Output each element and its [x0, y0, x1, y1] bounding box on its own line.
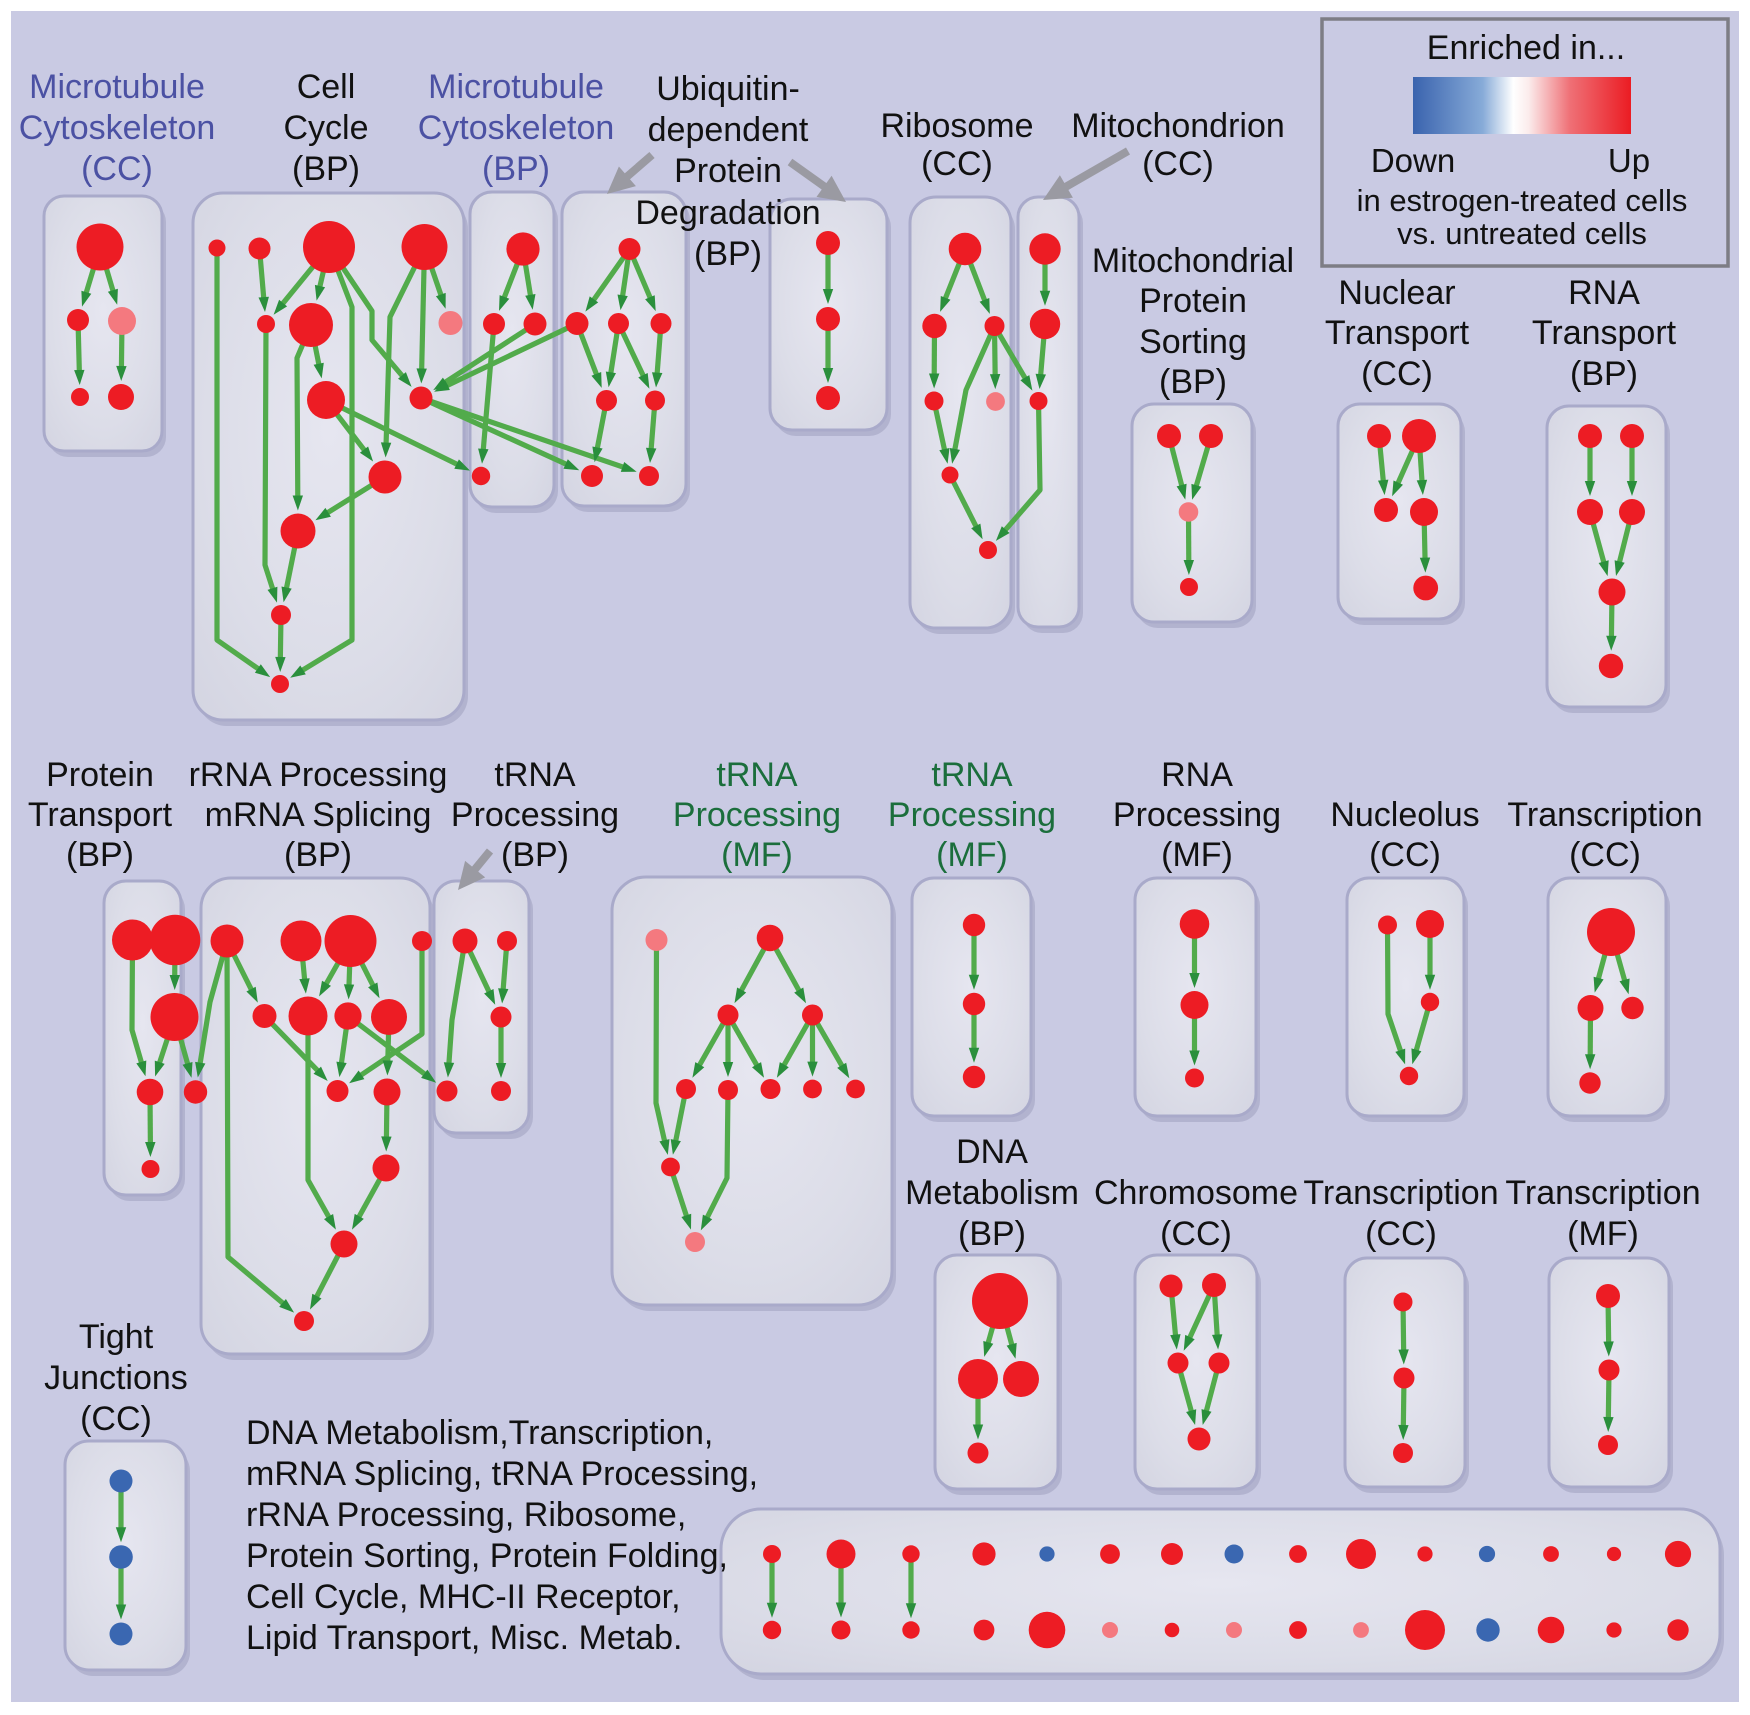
svg-text:dependent: dependent: [648, 111, 809, 149]
svg-text:Microtubule: Microtubule: [428, 68, 604, 106]
svg-text:mRNA Splicing: mRNA Splicing: [205, 796, 432, 834]
svg-text:RNA: RNA: [1568, 274, 1640, 312]
svg-text:Processing: Processing: [451, 796, 619, 834]
svg-text:(CC): (CC): [1361, 355, 1433, 393]
svg-text:Cell: Cell: [297, 68, 356, 106]
svg-text:Mitochondrial: Mitochondrial: [1092, 242, 1294, 280]
svg-text:Protein: Protein: [46, 756, 154, 794]
svg-text:Processing: Processing: [673, 796, 841, 834]
svg-text:DNA Metabolism,Transcription,: DNA Metabolism,Transcription,: [246, 1414, 713, 1452]
svg-text:Lipid Transport, Misc. Metab.: Lipid Transport, Misc. Metab.: [246, 1619, 683, 1657]
svg-text:Degradation: Degradation: [635, 194, 820, 232]
svg-text:Protein: Protein: [1139, 282, 1247, 320]
svg-text:Transcription: Transcription: [1505, 1174, 1700, 1212]
svg-text:rRNA Processing: rRNA Processing: [189, 756, 448, 794]
svg-text:(CC): (CC): [1369, 836, 1441, 874]
svg-text:(MF): (MF): [721, 836, 793, 874]
svg-text:Cytoskeleton: Cytoskeleton: [19, 109, 216, 147]
svg-text:Transport: Transport: [28, 796, 173, 834]
svg-text:vs. untreated cells: vs. untreated cells: [1397, 216, 1647, 251]
svg-text:Cytoskeleton: Cytoskeleton: [418, 109, 615, 147]
svg-text:(BP): (BP): [501, 836, 569, 874]
svg-text:Junctions: Junctions: [44, 1359, 188, 1397]
svg-text:Cell Cycle, MHC-II Receptor,: Cell Cycle, MHC-II Receptor,: [246, 1578, 681, 1616]
svg-text:(BP): (BP): [66, 836, 134, 874]
svg-text:(BP): (BP): [1570, 355, 1638, 393]
svg-text:Mitochondrion: Mitochondrion: [1071, 107, 1285, 145]
svg-text:Transcription: Transcription: [1303, 1174, 1498, 1212]
svg-text:Processing: Processing: [1113, 796, 1281, 834]
svg-text:Up: Up: [1608, 142, 1650, 179]
svg-text:Transport: Transport: [1325, 314, 1470, 352]
svg-text:(CC): (CC): [1365, 1215, 1437, 1253]
svg-text:tRNA: tRNA: [494, 756, 576, 794]
svg-text:Down: Down: [1371, 142, 1455, 179]
svg-text:(MF): (MF): [1567, 1215, 1639, 1253]
svg-text:(BP): (BP): [284, 836, 352, 874]
svg-text:(CC): (CC): [1569, 836, 1641, 874]
svg-text:Protein Sorting, Protein Foldi: Protein Sorting, Protein Folding,: [246, 1537, 728, 1575]
svg-text:Protein: Protein: [674, 152, 782, 190]
svg-text:Processing: Processing: [888, 796, 1056, 834]
svg-text:Ubiquitin-: Ubiquitin-: [656, 70, 800, 108]
svg-text:rRNA Processing, Ribosome,: rRNA Processing, Ribosome,: [246, 1496, 686, 1534]
svg-text:(CC): (CC): [921, 145, 993, 183]
svg-text:Microtubule: Microtubule: [29, 68, 205, 106]
svg-text:(MF): (MF): [936, 836, 1008, 874]
svg-text:Transcription: Transcription: [1507, 796, 1702, 834]
svg-text:(CC): (CC): [1160, 1215, 1232, 1253]
svg-text:Enriched in...: Enriched in...: [1427, 29, 1625, 67]
svg-text:(BP): (BP): [958, 1215, 1026, 1253]
svg-text:(BP): (BP): [482, 150, 550, 188]
svg-text:Nucleolus: Nucleolus: [1330, 796, 1479, 834]
svg-text:DNA: DNA: [956, 1133, 1028, 1171]
svg-text:(MF): (MF): [1161, 836, 1233, 874]
svg-text:Tight: Tight: [79, 1318, 154, 1356]
svg-text:mRNA Splicing, tRNA Processing: mRNA Splicing, tRNA Processing,: [246, 1455, 758, 1493]
svg-text:RNA: RNA: [1161, 756, 1233, 794]
svg-text:Sorting: Sorting: [1139, 323, 1247, 361]
svg-text:tRNA: tRNA: [716, 756, 798, 794]
svg-text:(BP): (BP): [292, 150, 360, 188]
svg-text:Transport: Transport: [1532, 314, 1677, 352]
svg-text:Ribosome: Ribosome: [880, 107, 1033, 145]
svg-text:(CC): (CC): [1142, 145, 1214, 183]
svg-text:Nuclear: Nuclear: [1338, 274, 1455, 312]
svg-text:(BP): (BP): [694, 235, 762, 273]
svg-text:tRNA: tRNA: [931, 756, 1013, 794]
svg-text:Chromosome: Chromosome: [1094, 1174, 1298, 1212]
svg-text:in estrogen-treated cells: in estrogen-treated cells: [1357, 183, 1688, 218]
svg-text:Metabolism: Metabolism: [905, 1174, 1079, 1212]
svg-text:(BP): (BP): [1159, 363, 1227, 401]
svg-text:(CC): (CC): [80, 1400, 152, 1438]
svg-text:(CC): (CC): [81, 150, 153, 188]
svg-text:Cycle: Cycle: [283, 109, 368, 147]
